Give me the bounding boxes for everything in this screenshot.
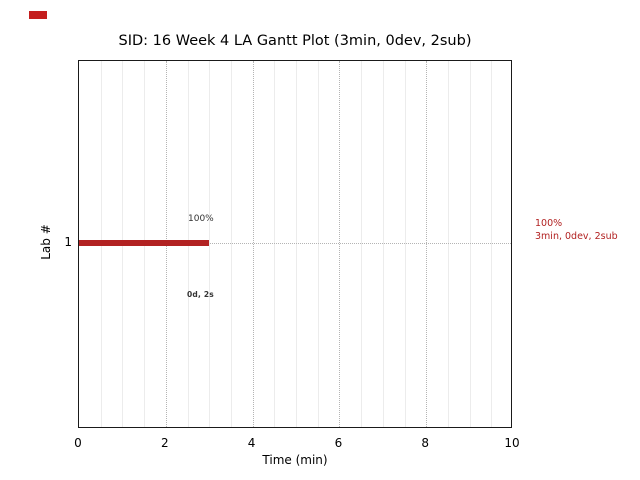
gridline-minor xyxy=(230,61,232,427)
gridline-minor xyxy=(274,61,276,427)
x-tick-label: 2 xyxy=(160,436,169,450)
gridline-minor xyxy=(469,61,471,427)
legend-annotation: 100% 3min, 0dev, 2sub xyxy=(535,218,618,243)
gridline-major xyxy=(252,61,254,427)
gridline-minor xyxy=(491,61,493,427)
x-tick-label: 0 xyxy=(74,436,82,450)
legend-line-detail: 3min, 0dev, 2sub xyxy=(535,230,618,242)
plot-area: 100% 0d, 2s xyxy=(78,60,512,428)
chart-title: SID: 16 Week 4 LA Gantt Plot (3min, 0dev… xyxy=(118,33,472,49)
gridline-major xyxy=(339,61,341,427)
gridline-minor xyxy=(209,61,211,427)
task-bar xyxy=(79,240,210,246)
gridline-minor xyxy=(404,61,406,427)
gridline-minor xyxy=(296,61,297,427)
bar-detail-label: 0d, 2s xyxy=(187,290,214,299)
x-tick-label: 8 xyxy=(421,436,429,450)
x-tick-label: 6 xyxy=(334,436,343,450)
gridline-minor xyxy=(447,61,449,427)
gridline-minor xyxy=(382,61,384,427)
red-marker xyxy=(29,11,47,19)
x-tick-label: 4 xyxy=(247,436,256,450)
gridline-minor xyxy=(361,61,363,427)
row-gridline xyxy=(79,243,511,244)
y-tick-label: 1 xyxy=(64,235,72,249)
x-axis-label: Time (min) xyxy=(262,453,328,467)
y-axis-label: Lab # xyxy=(39,224,53,260)
gridline-minor xyxy=(317,61,319,427)
x-tick-label: 10 xyxy=(504,436,520,450)
legend-line-percent: 100% xyxy=(535,218,563,229)
bar-completion-label: 100% xyxy=(188,214,214,224)
gridline-major xyxy=(426,61,428,427)
